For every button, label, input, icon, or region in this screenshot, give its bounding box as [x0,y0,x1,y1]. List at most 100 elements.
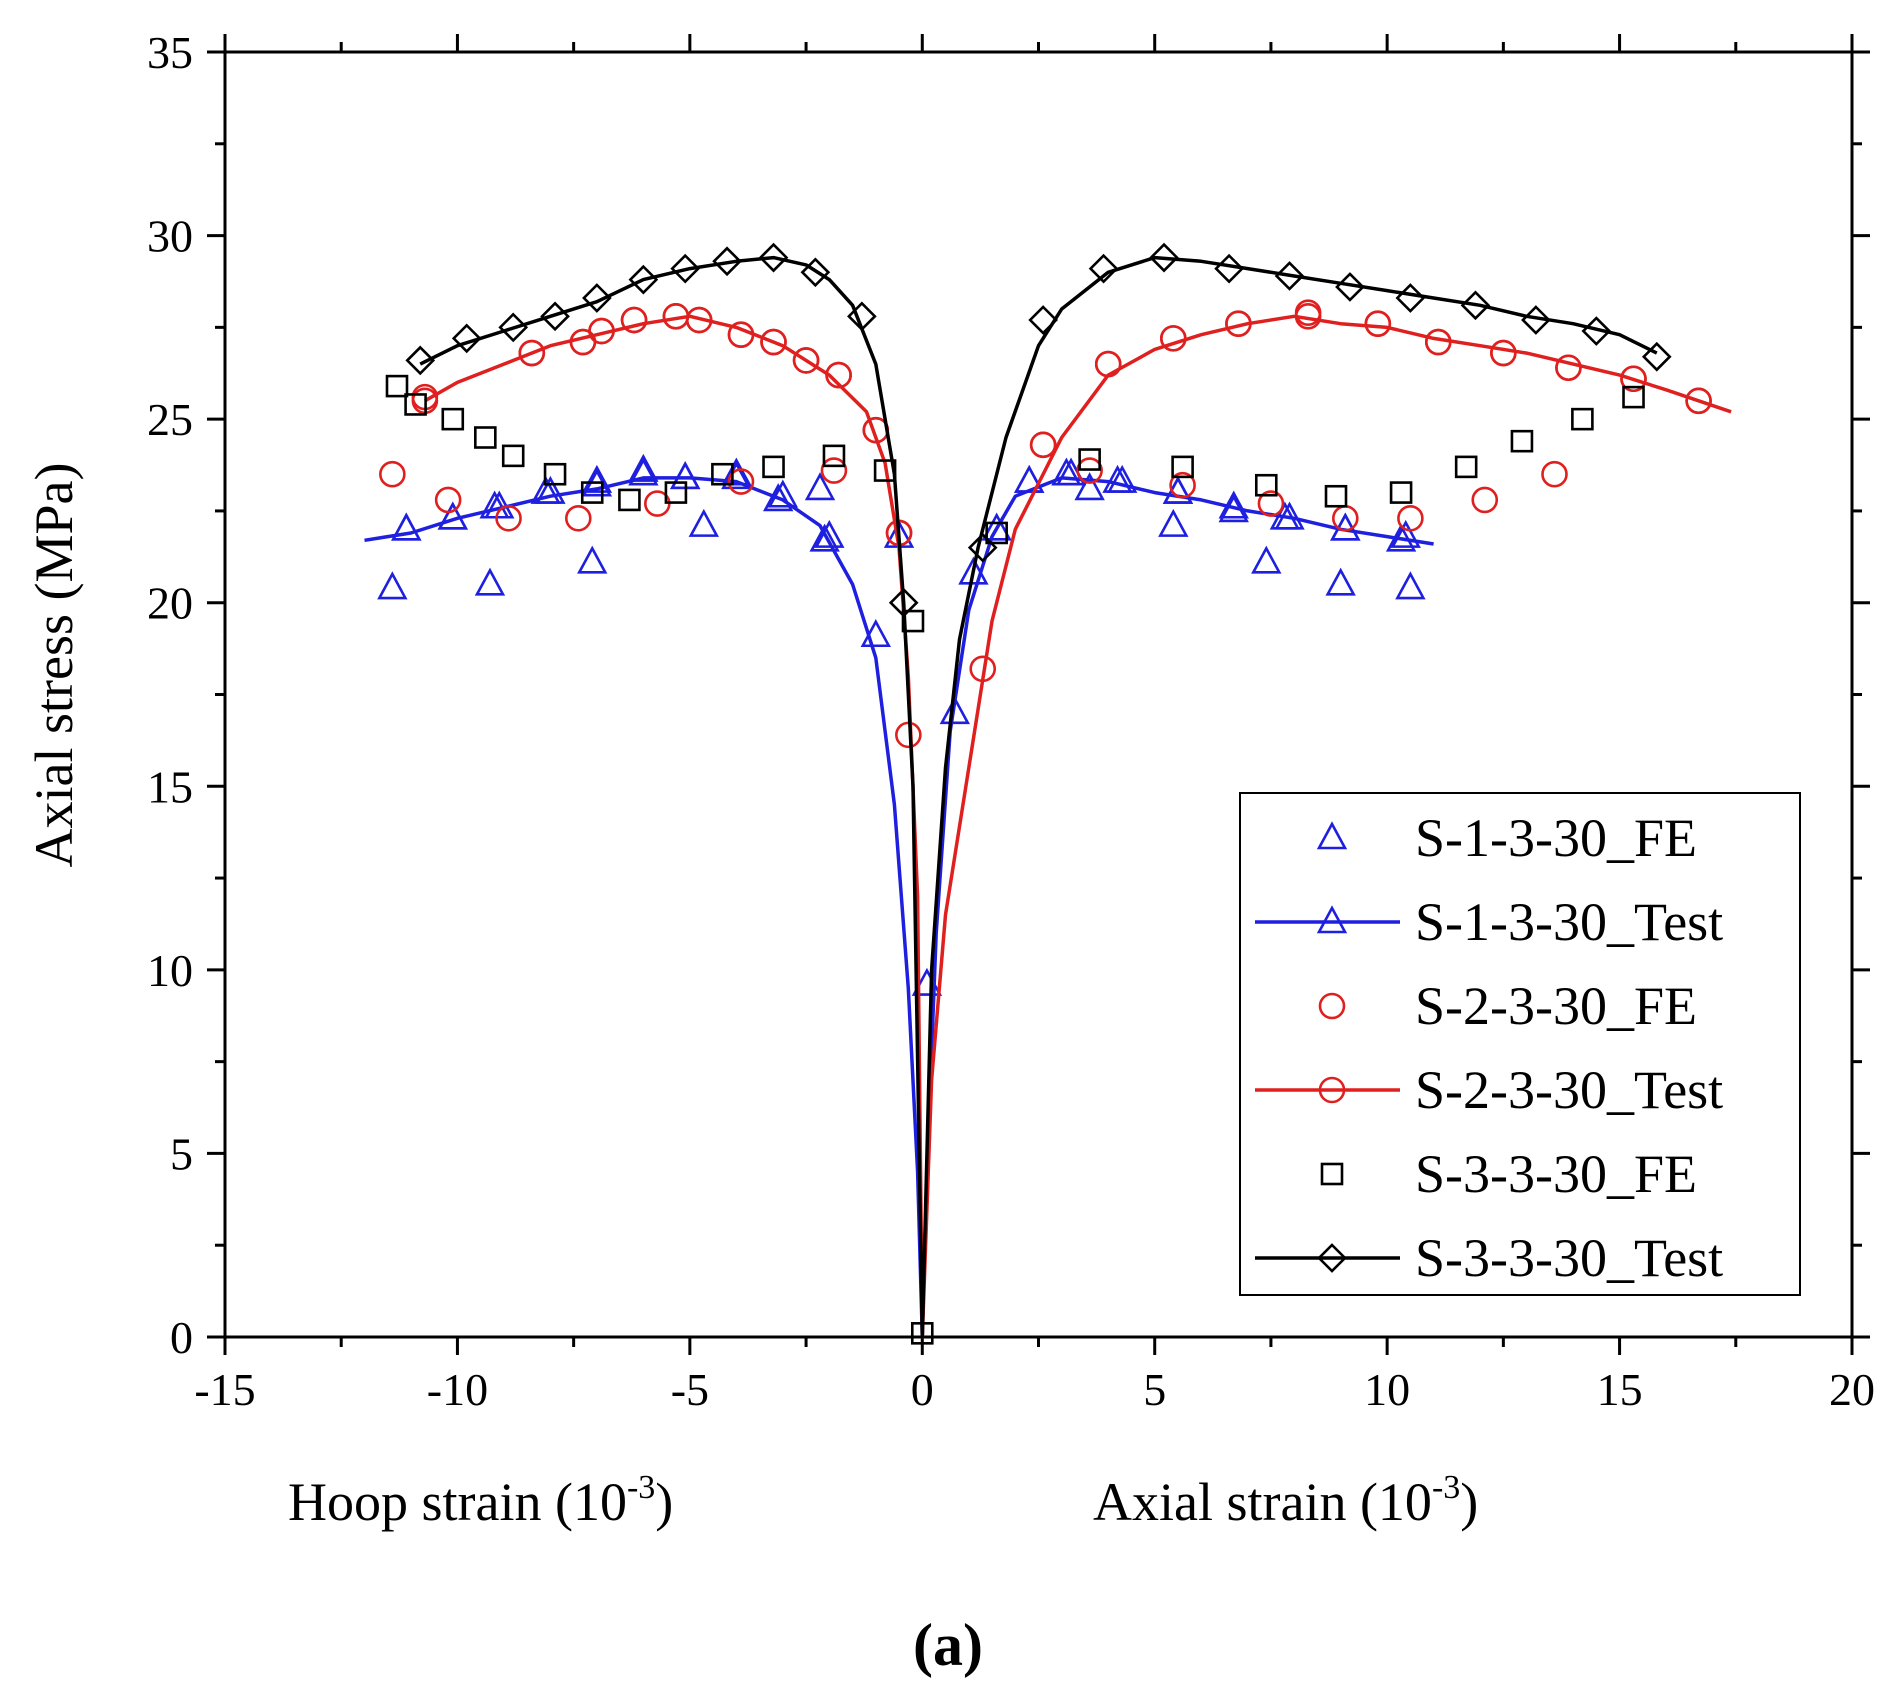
data-point [1029,431,1057,459]
data-point [1225,310,1252,337]
data-point [721,457,752,486]
data-point [1620,365,1647,393]
legend: S-1-3-30_FE S-1-3-30_Test S-2-3-30_FE S-2-3… [1239,792,1801,1296]
legend-box [1239,792,1801,1296]
data-point [1364,310,1392,337]
data-point [1028,305,1058,335]
data-point [1332,504,1359,532]
data-point [847,301,877,332]
series-S-2-3-30_Test [411,303,1732,1339]
data-point [1169,471,1196,499]
data-point [1389,481,1413,504]
x-tick-label: -5 [671,1364,709,1415]
data-point [569,328,597,356]
data-point [1521,305,1551,335]
legend-item: S-2-3-30_Test [1255,1060,1723,1120]
data-point [727,321,755,349]
legend-label: S-2-3-30_FE [1415,976,1697,1036]
data-point [1397,504,1424,532]
x-axis-title-left-exponent: -3 [627,1469,655,1506]
data-point [1395,283,1426,313]
data-point [588,317,615,345]
data-point [762,483,794,512]
data-point [800,257,831,288]
data-point [760,328,787,356]
data-point [685,306,713,334]
x-tick-label: 10 [1364,1364,1410,1415]
data-point [1171,455,1194,479]
data-point [628,453,659,482]
data-point [484,490,515,519]
series-line [419,255,1658,1339]
series-S-3-3-30_Test [405,242,1672,1339]
legend-marker [1320,1162,1344,1186]
data-point [1088,253,1119,284]
data-point [804,472,836,501]
data-point [688,508,719,537]
data-point [1685,387,1712,415]
data-point [577,545,608,574]
data-point [814,519,845,548]
data-point [1294,303,1322,330]
y-tick-label: 5 [170,1128,193,1179]
data-point [1251,545,1282,574]
data-point [820,457,848,484]
x-axis-title-left-close: ) [655,1472,673,1532]
data-point [628,457,659,486]
data-point [618,488,641,512]
data-point [474,426,497,449]
data-point [498,312,529,343]
data-point [543,462,567,486]
data-point [501,444,525,468]
data-point [1641,341,1672,372]
x-axis-title-left: Hoop strain (10-3) [288,1469,673,1532]
data-point [1622,385,1645,409]
data-point [582,283,612,313]
x-tick-label: -15 [194,1364,255,1415]
x-tick-label: 0 [911,1364,934,1415]
data-point [1490,339,1517,367]
legend-label: S-3-3-30_Test [1415,1228,1723,1288]
data-point [1078,448,1101,471]
data-point [479,490,510,519]
data-point [620,306,648,334]
legend-label: S-1-3-30_FE [1415,808,1697,868]
legend-item: S-1-3-30_Test [1255,892,1723,952]
data-point [1274,261,1305,291]
data-point [1218,490,1249,519]
data-point [391,512,422,541]
data-point [762,455,785,479]
data-point [540,301,570,332]
data-point [664,481,688,504]
data-point [1471,486,1499,514]
axis-ticks [207,34,1870,1355]
x-tick-label: 20 [1829,1364,1875,1415]
x-axis-title-right-exponent: -3 [1432,1469,1460,1506]
y-tick-label: 15 [147,761,193,812]
data-point [581,464,613,493]
x-axis-title-right: Axial strain (10-3) [1093,1469,1478,1532]
data-point [451,323,482,354]
y-tick-label: 0 [170,1312,193,1363]
data-point [1510,429,1534,453]
legend-marker [1318,992,1346,1020]
data-point [981,512,1012,541]
x-tick-label: -10 [427,1364,488,1415]
data-point [377,571,408,600]
legend-marker [1317,1243,1347,1273]
data-point [939,696,971,725]
data-point [405,345,436,376]
data-point [985,521,1008,545]
data-point [1581,316,1612,346]
data-point [1541,460,1568,488]
data-point [437,501,468,530]
legend-label: S-1-3-30_Test [1415,892,1723,952]
y-tick-label: 20 [147,578,193,629]
data-point [1254,473,1278,497]
data-point [580,481,604,504]
legend-label: S-2-3-30_Test [1415,1060,1723,1120]
data-point [1324,484,1348,508]
data-point [1051,457,1082,486]
data-point [670,253,701,284]
